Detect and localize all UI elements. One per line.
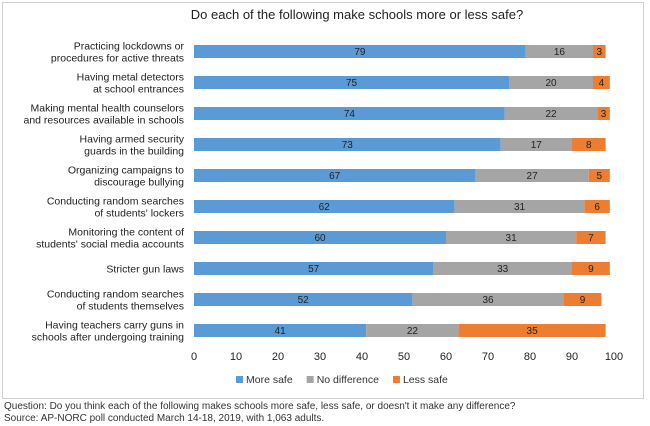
x-tick-label: 90 — [566, 351, 578, 363]
legend: More safe No difference Less safe — [236, 374, 448, 386]
bar-segment — [446, 231, 577, 244]
data-label: 31 — [514, 202, 526, 213]
x-tick-label: 10 — [230, 351, 242, 363]
x-axis: 0 10 20 30 40 50 60 70 80 90 100 — [191, 351, 623, 363]
data-label: 9 — [588, 264, 594, 275]
bar-segment — [588, 169, 610, 182]
bar-segment — [433, 262, 572, 275]
bar-segment — [366, 324, 459, 337]
legend-label: Less safe — [403, 374, 448, 386]
data-label: 5 — [597, 171, 603, 182]
bar-segment — [504, 107, 598, 120]
bar-segment — [500, 138, 572, 151]
x-tick-label: 100 — [605, 351, 623, 363]
data-label: 6 — [594, 202, 600, 213]
bar-segment — [194, 45, 526, 58]
bar-segment — [597, 107, 610, 120]
x-tick-label: 60 — [440, 351, 452, 363]
category-label: Practicing lockdowns or procedures for ac… — [51, 41, 185, 65]
bar-segment — [563, 293, 602, 306]
data-label: 8 — [586, 140, 592, 151]
category-label: Having teachers carry guns in schools aft… — [32, 320, 185, 344]
data-label: 36 — [482, 295, 494, 306]
bar-segment — [593, 45, 606, 58]
bar-segment — [576, 231, 606, 244]
bar-segment — [194, 169, 476, 182]
data-label: 33 — [497, 264, 509, 275]
data-label: 62 — [319, 202, 331, 213]
bar-segment — [194, 231, 446, 244]
bar-segment — [194, 138, 501, 151]
chart-frame — [2, 2, 644, 399]
legend-swatch — [306, 376, 314, 383]
data-label: 22 — [545, 109, 557, 120]
legend-swatch — [236, 376, 243, 383]
data-label: 9 — [580, 295, 586, 306]
data-label: 20 — [545, 78, 557, 89]
data-label: 52 — [298, 295, 310, 306]
bar-segment — [454, 200, 585, 213]
bar-segment — [584, 200, 610, 213]
category-label: Organizing campaigns to discourage bullyi… — [68, 165, 184, 189]
x-tick-label: 40 — [356, 351, 368, 363]
data-label: 16 — [554, 47, 566, 58]
bar-segment — [194, 293, 413, 306]
data-label: 3 — [597, 47, 603, 58]
bars: 79 16 3 75 20 4 74 22 3 73 17 8 67 27 5 62 31 6 60 31 7 57 33 9… — [194, 45, 610, 337]
category-label: Monitoring the content of students' socia… — [36, 227, 184, 251]
data-label: 74 — [344, 109, 356, 120]
x-tick-label: 20 — [272, 351, 284, 363]
data-label: 75 — [346, 78, 358, 89]
data-label: 4 — [599, 78, 605, 89]
x-tick-label: 30 — [314, 351, 326, 363]
footnote-source: Source: AP-NORC poll conducted March 14-… — [4, 413, 325, 424]
bar-segment — [593, 76, 610, 89]
data-label: 3 — [601, 109, 607, 120]
data-label: 35 — [527, 326, 539, 337]
x-tick-label: 80 — [524, 351, 536, 363]
legend-label: No difference — [317, 374, 379, 386]
chart-title: Do each of the following make schools mo… — [191, 7, 523, 22]
bar-segment — [194, 262, 434, 275]
stacked-bar-chart: Do each of the following make schools mo… — [23, 7, 623, 386]
category-label: Stricter gun laws — [106, 264, 184, 276]
category-labels: Practicing lockdowns or procedures for ac… — [23, 41, 184, 344]
data-label: 73 — [342, 140, 354, 151]
category-label: Making mental health counselors and resou… — [23, 103, 184, 127]
x-tick-label: 0 — [191, 351, 197, 363]
bar-segment — [475, 169, 589, 182]
data-label: 79 — [354, 47, 366, 58]
legend-swatch — [392, 376, 400, 383]
category-label: Conducting random searches of students' l… — [47, 196, 184, 220]
data-label: 7 — [588, 233, 594, 244]
data-label: 57 — [308, 264, 320, 275]
legend-label: More safe — [246, 374, 293, 386]
data-label: 31 — [506, 233, 518, 244]
bar-segment — [194, 324, 367, 337]
bar-segment — [572, 262, 610, 275]
category-label: Having armed security guards in the build… — [80, 134, 185, 158]
data-label: 22 — [407, 326, 419, 337]
bar-segment — [194, 200, 455, 213]
x-tick-label: 50 — [398, 351, 410, 363]
footnote: Question: Do you think each of the follo… — [4, 401, 644, 425]
bar-segment — [525, 45, 593, 58]
x-tick-label: 70 — [482, 351, 494, 363]
bar-segment — [194, 76, 509, 89]
data-label: 41 — [275, 326, 287, 337]
data-label: 27 — [527, 171, 539, 182]
bar-segment — [412, 293, 564, 306]
bar-segment — [194, 107, 505, 120]
bar-segment — [509, 76, 593, 89]
category-label: Having metal detectors at school entrance… — [77, 72, 184, 96]
data-label: 67 — [329, 171, 341, 182]
data-label: 60 — [314, 233, 326, 244]
category-label: Conducting random searches of students th… — [47, 289, 184, 313]
bar-segment — [458, 324, 606, 337]
footnote-question: Question: Do you think each of the follo… — [4, 401, 516, 412]
bar-segment — [572, 138, 606, 151]
data-label: 17 — [531, 140, 543, 151]
